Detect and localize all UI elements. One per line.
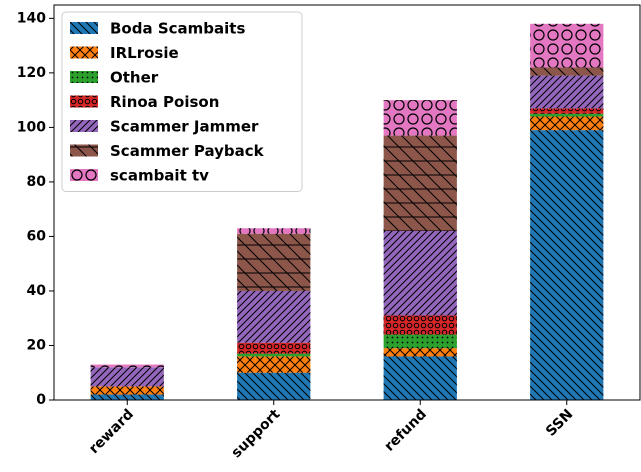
x-tick-label: SSN [543, 406, 576, 439]
legend-hatch [70, 144, 98, 157]
legend-hatch [70, 120, 98, 132]
y-tick-label: 40 [27, 283, 47, 299]
legend-hatch [70, 22, 98, 34]
y-tick-label: 60 [27, 228, 47, 244]
bar-hatch [237, 228, 311, 234]
x-tick-label: support [229, 406, 284, 461]
bar-hatch [383, 230, 457, 316]
legend-label: Scammer Payback [110, 142, 265, 160]
legend-label: Other [110, 69, 159, 87]
bar-hatch [237, 342, 311, 354]
bar-hatch [530, 116, 604, 131]
x-tick-label: reward [86, 406, 137, 457]
axes-frame [53, 4, 641, 401]
legend-label: scambait tv [110, 167, 209, 185]
bar-hatch [383, 348, 457, 357]
legend-label: Boda Scambaits [110, 20, 245, 38]
y-tick-label: 0 [36, 392, 46, 408]
bar-hatch [237, 372, 311, 400]
bar-hatch [530, 108, 604, 114]
y-tick-label: 20 [27, 337, 47, 353]
bar-hatch [530, 113, 604, 117]
bar-hatch [383, 100, 457, 136]
bar-hatch [90, 394, 164, 400]
bar-hatch [383, 356, 457, 400]
bar-hatch [237, 353, 311, 357]
bar-hatch [530, 67, 604, 76]
x-tick-label: refund [382, 406, 430, 454]
bar-hatch [90, 367, 164, 387]
bar-hatch [90, 364, 164, 368]
bar-hatch [530, 75, 604, 109]
legend-box [61, 11, 303, 192]
bar-hatch [383, 315, 457, 335]
bar-hatch [383, 334, 457, 349]
legend-hatch [70, 71, 98, 83]
y-tick-label: 100 [17, 119, 46, 135]
legend-label: Scammer Jammer [110, 118, 259, 136]
bar-hatch [90, 386, 164, 395]
y-tick-label: 120 [17, 65, 46, 81]
bar-hatch [237, 356, 311, 373]
bar-hatch [237, 290, 311, 343]
legend-hatch [70, 95, 98, 108]
legend-hatch [70, 169, 98, 181]
legend-hatch [70, 46, 98, 59]
bar-hatch [237, 233, 311, 291]
bar-hatch [530, 23, 604, 68]
y-tick-label: 140 [17, 10, 46, 26]
legend-label: IRLrosie [110, 44, 179, 62]
bar-hatch [530, 130, 604, 401]
y-tick-label: 80 [27, 174, 47, 190]
legend-label: Rinoa Poison [110, 93, 219, 111]
bar-hatch [383, 135, 457, 231]
